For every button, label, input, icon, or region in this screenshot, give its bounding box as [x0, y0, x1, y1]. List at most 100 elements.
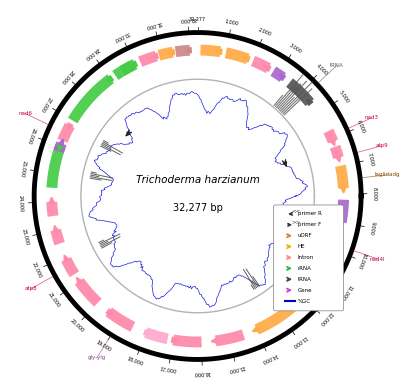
Text: uORF: uORF: [298, 233, 312, 238]
Polygon shape: [68, 123, 73, 129]
Polygon shape: [339, 220, 344, 227]
Text: 31,000: 31,000: [145, 20, 163, 29]
Text: 1,000: 1,000: [224, 18, 239, 26]
Text: 29,000: 29,000: [84, 47, 100, 61]
Polygon shape: [49, 197, 55, 203]
Text: primer R: primer R: [298, 211, 322, 216]
Polygon shape: [336, 200, 349, 223]
Polygon shape: [50, 229, 65, 245]
Text: nad6: nad6: [18, 111, 32, 116]
Polygon shape: [215, 329, 245, 346]
Polygon shape: [120, 60, 135, 76]
Polygon shape: [112, 59, 137, 80]
Polygon shape: [64, 255, 69, 262]
Text: Intron: Intron: [298, 255, 314, 260]
Polygon shape: [158, 47, 174, 60]
Text: 13,000: 13,000: [291, 334, 308, 348]
Text: 11,000: 11,000: [340, 283, 354, 300]
Text: 25,000: 25,000: [19, 160, 26, 178]
Text: 23,000: 23,000: [21, 229, 30, 246]
Polygon shape: [172, 337, 178, 343]
Text: 26,000: 26,000: [26, 127, 36, 144]
Polygon shape: [185, 47, 191, 53]
Text: 4,000: 4,000: [315, 63, 329, 76]
Polygon shape: [295, 276, 322, 305]
Polygon shape: [251, 56, 271, 73]
Polygon shape: [75, 278, 102, 307]
Polygon shape: [106, 309, 112, 315]
Text: 5,000: 5,000: [338, 89, 350, 103]
Polygon shape: [152, 53, 158, 58]
Text: 17,000: 17,000: [159, 367, 177, 374]
Polygon shape: [107, 76, 114, 82]
Text: 28,000: 28,000: [59, 69, 74, 85]
Polygon shape: [144, 329, 150, 335]
Polygon shape: [46, 144, 66, 188]
Text: <<: <<: [291, 208, 300, 213]
Text: atp8: atp8: [25, 286, 37, 291]
Polygon shape: [144, 327, 169, 344]
Polygon shape: [270, 67, 286, 82]
Polygon shape: [216, 49, 222, 55]
Polygon shape: [175, 45, 190, 57]
Polygon shape: [330, 145, 344, 159]
Text: 2,000: 2,000: [258, 27, 272, 37]
Polygon shape: [225, 47, 250, 64]
Text: %GC: %GC: [298, 299, 311, 303]
Polygon shape: [54, 142, 66, 153]
Polygon shape: [211, 338, 218, 343]
Text: >>: >>: [291, 219, 300, 224]
Polygon shape: [58, 144, 64, 151]
Polygon shape: [335, 156, 341, 162]
Text: 21,000: 21,000: [47, 291, 61, 308]
Text: tRNA: tRNA: [330, 63, 344, 68]
Polygon shape: [46, 201, 58, 217]
Polygon shape: [286, 78, 314, 106]
Polygon shape: [296, 298, 302, 304]
Polygon shape: [53, 225, 59, 232]
Text: nad4l: nad4l: [370, 256, 385, 261]
Text: 9,000: 9,000: [368, 221, 376, 235]
Polygon shape: [254, 303, 296, 334]
Text: HE: HE: [298, 244, 305, 249]
Polygon shape: [128, 62, 135, 67]
Text: 10,000: 10,000: [357, 252, 368, 270]
Text: rRNA: rRNA: [298, 266, 312, 271]
Polygon shape: [76, 278, 82, 284]
Text: atp9: atp9: [375, 143, 388, 148]
Polygon shape: [58, 123, 75, 143]
Text: 32,277 bp: 32,277 bp: [173, 203, 222, 213]
Polygon shape: [68, 74, 114, 123]
Text: 24,000: 24,000: [18, 194, 24, 212]
Text: 7,000: 7,000: [367, 152, 375, 167]
Text: 27,000: 27,000: [40, 96, 53, 113]
Polygon shape: [106, 307, 135, 332]
Text: Gene: Gene: [298, 288, 312, 293]
Polygon shape: [307, 99, 313, 105]
Polygon shape: [279, 75, 286, 80]
Text: 16,000: 16,000: [194, 370, 211, 376]
Polygon shape: [138, 51, 158, 67]
Text: 22,000: 22,000: [31, 261, 42, 279]
Polygon shape: [168, 49, 175, 55]
Text: tRNA: tRNA: [298, 277, 312, 282]
Text: 32,000: 32,000: [179, 16, 197, 22]
Text: gly-ylg: gly-ylg: [88, 356, 106, 360]
Text: laglidadg: laglidadg: [374, 172, 400, 178]
Polygon shape: [335, 165, 349, 189]
Text: 12,000: 12,000: [318, 311, 333, 327]
Text: 6,000: 6,000: [356, 119, 366, 134]
Polygon shape: [252, 327, 259, 332]
Polygon shape: [200, 45, 221, 57]
Polygon shape: [172, 334, 202, 347]
Polygon shape: [330, 139, 335, 146]
Text: 18,000: 18,000: [126, 356, 144, 367]
Polygon shape: [131, 61, 138, 66]
Text: 14,000: 14,000: [260, 352, 278, 364]
Polygon shape: [58, 139, 64, 146]
Polygon shape: [330, 250, 336, 256]
Text: Trichoderma harzianum: Trichoderma harzianum: [136, 176, 260, 185]
Text: 3,000: 3,000: [288, 42, 302, 54]
FancyBboxPatch shape: [274, 205, 344, 311]
Polygon shape: [318, 272, 324, 279]
